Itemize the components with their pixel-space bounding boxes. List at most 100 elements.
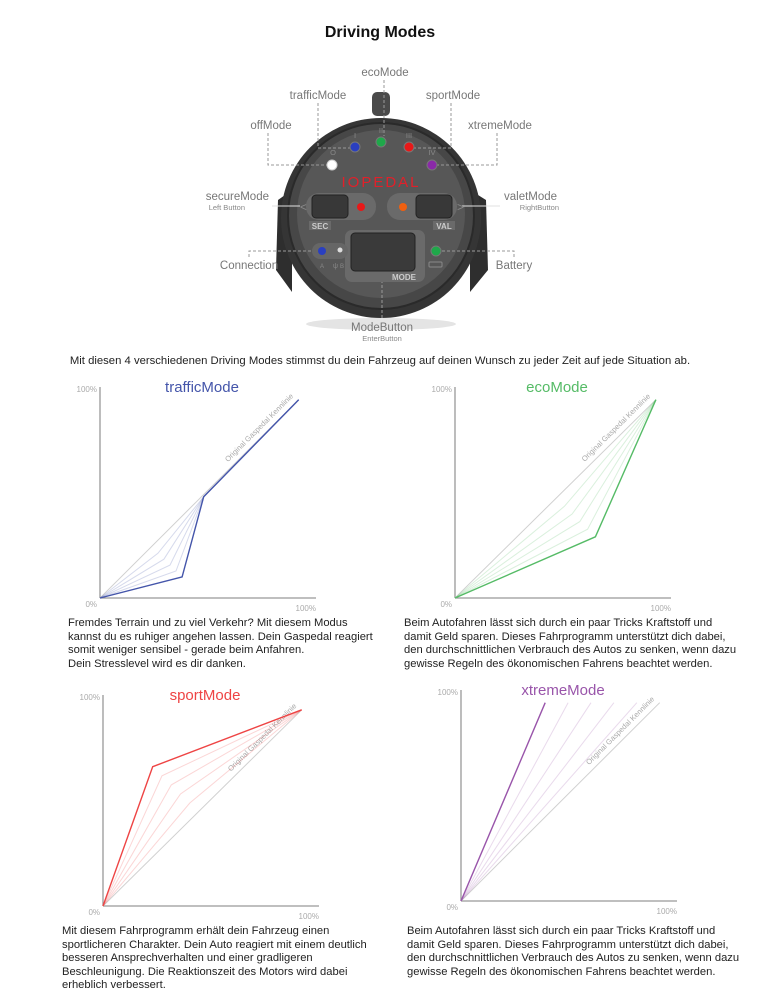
label-xtreme: xtremeMode <box>468 120 532 132</box>
description-line: gewisse Regeln des ökonomischen Fahrens … <box>404 657 713 670</box>
chart-title: sportMode <box>170 687 241 704</box>
description-line: kannst du es ruhiger angehen lassen. Dei… <box>68 630 373 643</box>
iopedal-logo: IOPEDAL <box>341 174 420 191</box>
description-line: Dein Stresslevel wird es dir danken. <box>68 657 246 670</box>
label-connection: Connection <box>220 260 278 272</box>
val-label-box <box>433 221 455 230</box>
y-tick-label-top: 100% <box>438 688 458 697</box>
chart-title: ecoMode <box>526 379 588 396</box>
led-battery <box>430 245 442 257</box>
description-line: damit Geld sparen. Dieses Fahrprogramm u… <box>407 938 729 951</box>
led-valet <box>399 203 407 211</box>
description-line: gewisse Regeln des ökonomischen Fahrens … <box>407 965 716 978</box>
origin-tick-label: 0% <box>85 600 97 609</box>
origin-tick-label: 0% <box>440 600 452 609</box>
y-tick-label-top: 100% <box>432 385 452 394</box>
intermediate-line <box>460 702 615 902</box>
intermediate-line <box>454 399 657 599</box>
x-tick-label-right: 100% <box>299 912 319 921</box>
description-line: sportlicheren Charakter. Dein Auto reagi… <box>62 938 367 951</box>
secure-button[interactable] <box>311 194 349 219</box>
led-xtreme <box>426 159 438 171</box>
connection-panel <box>312 243 348 259</box>
label-traffic: trafficMode <box>290 90 347 102</box>
intermediate-line <box>454 399 657 599</box>
description-xtreme: Beim Autofahren lässt sich durch ein paa… <box>407 925 752 979</box>
label-mode-sub: EnterButton <box>362 334 402 343</box>
description-line: erheblich verbessert. <box>62 979 166 992</box>
origin-tick-label: 0% <box>446 903 458 912</box>
page-title: Driving Modes <box>324 24 436 41</box>
label-valet: valetMode <box>504 191 557 203</box>
description-eco: Beim Autofahren lässt sich durch ein paa… <box>404 617 749 671</box>
intermediate-line <box>102 709 303 907</box>
device-shadow <box>306 318 456 330</box>
led-traffic <box>349 141 361 153</box>
led-sport <box>403 141 415 153</box>
description-line: Mit diesem Fahrprogramm erhält dein Fahr… <box>62 925 330 937</box>
mode-curve <box>460 702 546 902</box>
leader-battery <box>441 250 515 257</box>
sec-label-box <box>309 221 331 230</box>
intro-text: Mit diesen 4 verschiedenen Driving Modes… <box>69 355 691 367</box>
led-mark-off: O <box>330 148 336 157</box>
reference-line <box>102 709 303 907</box>
led-mark-eco: II <box>379 126 383 135</box>
x-tick-label-right: 100% <box>651 604 671 613</box>
description-sport: Mit diesem Fahrprogramm erhält dein Fahr… <box>62 925 407 993</box>
description-line: somit weniger sensibel - gerade beim Anf… <box>68 644 305 657</box>
leader-sport <box>414 103 452 149</box>
chevron-right-icon: > <box>457 200 464 214</box>
origin-tick-label: 0% <box>88 908 100 917</box>
led-mark-sport: III <box>406 131 412 140</box>
label-off: offMode <box>250 120 291 132</box>
reference-line-label: Original Gaspedal Kennlinie <box>223 392 295 464</box>
label-secure: secureMode <box>206 191 269 203</box>
label-mode: ModeButton <box>351 322 413 334</box>
description-line: besseren Ansprechverhalten und einer gra… <box>62 952 313 965</box>
device-nub <box>372 92 390 116</box>
leader-xtreme <box>437 133 498 166</box>
led-mark-xtreme: IV <box>428 148 435 157</box>
intermediate-line <box>454 399 657 599</box>
label-secure-sub: Left Button <box>209 203 245 212</box>
intermediate-line <box>102 709 302 907</box>
conn-a-label: A <box>320 264 324 270</box>
antenna-icon: ψ <box>333 263 338 270</box>
led-connection <box>318 247 326 255</box>
battery-icon <box>428 261 443 268</box>
intermediate-line <box>460 702 638 902</box>
sec-label: SEC <box>312 222 329 231</box>
description-line: Beschleunigung. Die Reaktionszeit des Mo… <box>62 965 348 978</box>
description-line: den durchschnittlichen Verbrauch des Aut… <box>407 952 740 965</box>
y-tick-label-top: 100% <box>80 693 100 702</box>
description-line: Fremdes Terrain und zu viel Verkehr? Mit… <box>68 617 348 629</box>
intermediate-line <box>460 702 569 902</box>
led-eco <box>375 136 387 148</box>
valet-button[interactable] <box>415 194 453 219</box>
label-sport: sportMode <box>426 90 480 102</box>
intermediate-line <box>460 702 592 902</box>
x-tick-label-right: 100% <box>296 604 316 613</box>
reference-line <box>460 702 661 902</box>
mode-label: MODE <box>392 273 417 282</box>
chart-title: xtremeMode <box>521 682 604 699</box>
leader-off <box>267 133 327 166</box>
label-eco: ecoMode <box>361 67 408 79</box>
reference-line <box>454 399 657 599</box>
description-traffic: Fremdes Terrain und zu viel Verkehr? Mit… <box>68 617 413 671</box>
label-battery: Battery <box>496 260 533 272</box>
leader-connection <box>248 250 318 257</box>
intermediate-line <box>102 709 302 907</box>
label-valet-sub: RightButton <box>520 203 559 212</box>
device-diagram: O I II III IV IOPEDAL < SEC > VAL MODE A… <box>206 67 559 343</box>
led-connection-white <box>337 247 343 253</box>
mode-button[interactable] <box>350 232 416 272</box>
led-off <box>326 159 338 171</box>
chevron-left-icon: < <box>300 200 307 214</box>
y-tick-label-top: 100% <box>77 385 97 394</box>
